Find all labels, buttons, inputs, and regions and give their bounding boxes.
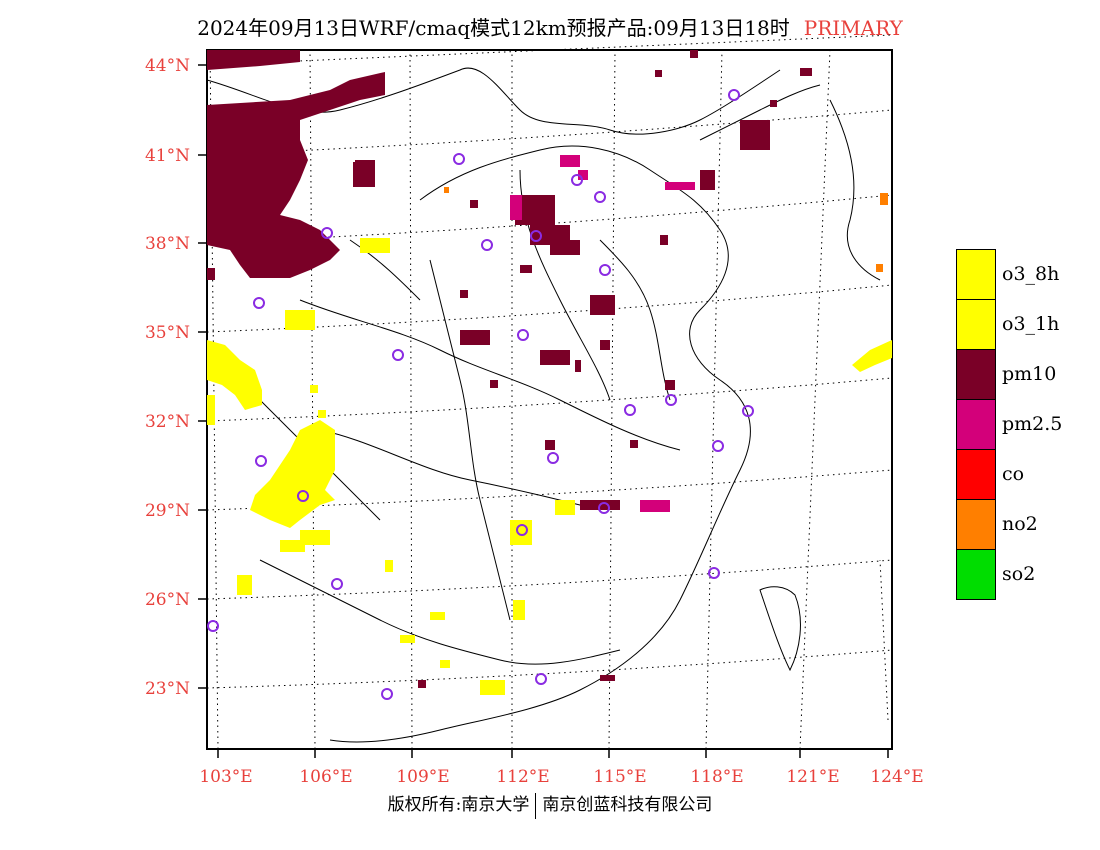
legend-label: so2 [1002,563,1036,585]
pm25-areas [510,155,695,512]
station-marker [207,620,219,632]
lat-label: 32°N [145,412,190,432]
legend-swatch [956,449,996,500]
graticule [206,34,893,750]
lat-label: 44°N [145,56,190,76]
station-marker [547,452,559,464]
station-marker [453,153,465,165]
copyright-right: 南京创蓝科技有限公司 [542,795,713,815]
legend-label: pm2.5 [1002,413,1063,435]
station-marker [665,394,677,406]
lat-label: 29°N [145,501,190,521]
station-marker [535,673,547,685]
station-marker [728,89,740,101]
station-marker [331,578,343,590]
station-marker [381,688,393,700]
lat-label: 38°N [145,234,190,254]
legend-label: co [1002,463,1025,485]
lat-label: 41°N [145,146,190,166]
lon-label: 106°E [299,767,352,787]
station-marker [321,227,333,239]
map-frame [206,49,893,750]
longitude-labels: 103°E 106°E 109°E 112°E 115°E 118°E 121°… [199,767,923,787]
o3-areas [207,238,892,695]
no2-areas [444,187,888,272]
legend-swatch [956,299,996,350]
axis-ticks [198,64,889,758]
title-text: 2024年09月13日WRF/cmaq模式12km预报产品:09月13日18时 [197,16,790,40]
legend-swatch [956,249,996,300]
lon-label: 118°E [690,767,743,787]
latitude-labels: 44°N 41°N 38°N 35°N 32°N 29°N 26°N 23°N [145,56,190,699]
lon-label: 109°E [396,767,449,787]
lon-label: 112°E [496,767,549,787]
legend-label: pm10 [1002,363,1057,385]
station-marker [571,174,583,186]
legend-swatch [956,499,996,550]
legend-label: o3_1h [1002,313,1060,335]
station-marker [517,329,529,341]
lon-label: 115°E [593,767,646,787]
station-marker [297,490,309,502]
pm10-areas [207,50,812,688]
station-marker [255,455,267,467]
copyright-footer: 版权所有:南京大学 南京创蓝科技有限公司 [0,790,1100,819]
legend-label: o3_8h [1002,263,1060,285]
station-marker [594,191,606,203]
province-borders [206,67,881,743]
station-marker [253,297,265,309]
lon-label: 124°E [870,767,923,787]
copyright-left: 版权所有:南京大学 [387,795,530,815]
legend-label: no2 [1002,513,1038,535]
monitoring-stations [207,89,754,700]
footer-divider [535,792,537,819]
legend-swatch [956,549,996,600]
station-marker [516,524,528,536]
station-marker [392,349,404,361]
lat-label: 26°N [145,590,190,610]
station-marker [530,230,542,242]
primary-label: PRIMARY [803,16,903,40]
legend-swatch [956,349,996,400]
station-marker [708,567,720,579]
lat-label: 23°N [145,679,190,699]
lon-label: 121°E [786,767,839,787]
station-marker [598,502,610,514]
lat-label: 35°N [145,323,190,343]
station-marker [712,440,724,452]
legend-swatch [956,399,996,450]
lon-label: 103°E [199,767,252,787]
station-marker [624,404,636,416]
station-marker [742,405,754,417]
station-marker [481,239,493,251]
station-marker [599,264,611,276]
map-title: 2024年09月13日WRF/cmaq模式12km预报产品:09月13日18时 P… [0,12,1100,41]
